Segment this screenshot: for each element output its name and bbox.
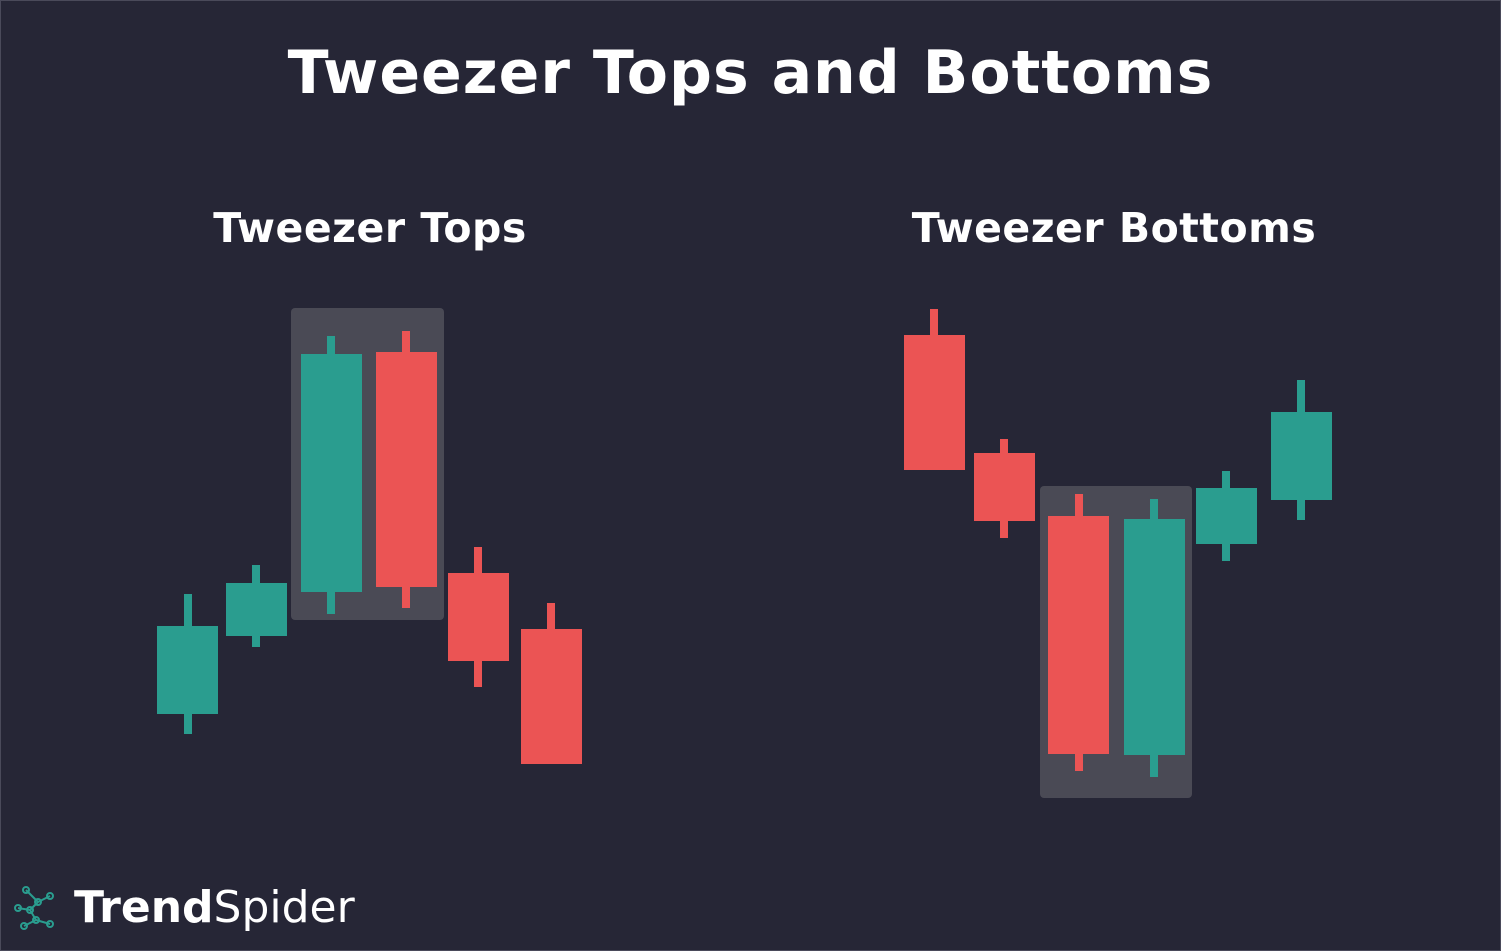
tops-candle-1 [157, 594, 218, 734]
bottoms-candle-4 [1124, 499, 1185, 777]
bottoms-candle-6 [1271, 380, 1332, 520]
tops-candle-6 [521, 603, 582, 764]
tops-candle-5 [448, 547, 509, 687]
main-title: Tweezer Tops and Bottoms [287, 38, 1214, 108]
trendspider-logo: TrendSpider [10, 880, 355, 936]
tweezer-tops-title: Tweezer Tops [213, 204, 527, 252]
bottoms-candle-3 [1048, 494, 1109, 771]
spider-web-icon [14, 886, 54, 930]
logo-name-bold: Trend [74, 882, 214, 933]
bottoms-candle-2 [974, 439, 1035, 538]
logo-wordmark: TrendSpider [74, 886, 355, 930]
tops-candle-2 [226, 565, 287, 647]
tops-candle-4 [376, 331, 437, 608]
bottoms-candle-5 [1196, 471, 1257, 561]
tops-candle-3 [301, 336, 362, 614]
tweezer-bottoms-title: Tweezer Bottoms [911, 204, 1317, 252]
bottoms-candle-1 [904, 309, 965, 470]
logo-name-light: Spider [213, 882, 355, 933]
